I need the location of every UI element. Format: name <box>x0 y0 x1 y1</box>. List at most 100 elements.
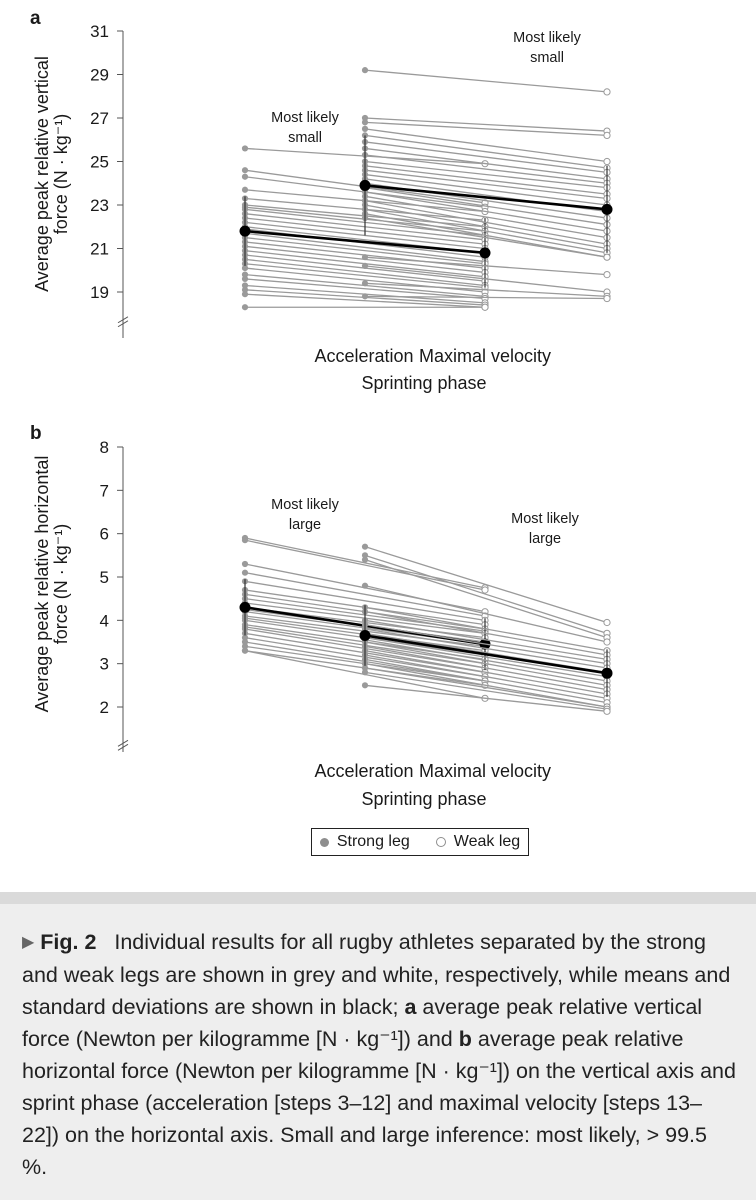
figure: a 19 21 23 25 27 29 31 Average peak relative ver… <box>30 8 613 856</box>
panel-a-group-0-athlete-line <box>244 258 486 287</box>
panel-a-group-1-strong-leg-point <box>361 293 369 300</box>
panel-b-group-1-athlete-line <box>364 624 608 665</box>
panel-a-group-1-athlete-line <box>364 204 608 250</box>
panel-b-group-0-athlete-line <box>244 580 486 621</box>
caption-label-b: b <box>458 1027 472 1051</box>
panel-b-group-0-annotation-line1: Most likely <box>271 497 339 513</box>
panel-a-group-1-athlete-line <box>364 147 608 180</box>
panel-b-group-1-mean-line <box>364 634 608 675</box>
strong-leg-marker-icon <box>319 837 329 847</box>
panel-b-group-0-strong-leg-point <box>241 569 249 576</box>
panel-b-group-1-annotation-line1: Most likely <box>511 511 579 527</box>
panel-b-x-axis-title: Sprinting phase <box>361 789 486 809</box>
panel-a-group-1-strong-leg-point <box>361 254 369 261</box>
panel-a-group-1-mean-strong-point <box>359 179 371 191</box>
panel-a-group-1-weak-leg-point <box>603 88 611 96</box>
panel-a-group-0-strong-leg-point <box>241 304 249 311</box>
panel-a-group-1-athlete-line <box>364 128 608 163</box>
panel-b-group-1-athlete-line <box>364 645 608 691</box>
panel-b-group-0-strong-leg-point <box>241 537 249 544</box>
panel-a-y-tick-label: 29 <box>90 66 109 85</box>
panel-b-group-1-athlete-line <box>364 663 608 708</box>
panel-a-axis-break <box>117 320 129 328</box>
legend: Strong leg Weak leg <box>311 828 529 856</box>
caption-marker-icon: ▶ <box>22 934 35 951</box>
panel-a-group-1-athlete-line <box>364 256 608 276</box>
panel-a-group-1-strong-leg-point <box>361 119 369 126</box>
panel-a-group-0-strong-leg-point <box>241 286 249 293</box>
panel-a-group-0-mean-line <box>244 229 486 255</box>
panel-a-group-0-athlete-line <box>244 293 486 308</box>
panel-b-group-0-strong-leg-point <box>241 643 249 650</box>
panel-a-group-1-athlete-line <box>364 191 608 232</box>
caption-text-1: Individual results for all rugby athlete… <box>22 930 731 1019</box>
panel-a-label: a <box>30 8 41 29</box>
panel-b-group-0-annotation-line2: large <box>289 517 321 533</box>
panel-a-group-1-mean-weak-point <box>601 203 613 215</box>
panel-b-group-0-category-label: Acceleration <box>314 761 413 781</box>
panel-b-group-1-athlete-line <box>364 559 608 639</box>
panel-a-y-axis-title-line1: Average peak relative vertical <box>32 56 52 292</box>
panel-a-group-1-athlete-line <box>364 165 608 195</box>
panel-a-group-1-athlete-line <box>364 195 608 239</box>
panel-b-group-1-athlete-line <box>364 637 608 678</box>
panel-a-group-0-athlete-line <box>244 236 486 265</box>
panel-a-group-0-mean-weak-point <box>479 247 491 259</box>
panel-a-group-0-strong-leg-point <box>241 275 249 283</box>
panel-a-group-0-athlete-line <box>244 278 486 300</box>
panel-b-group-1-mean-strong-point <box>359 630 371 641</box>
figure-caption: ▶ Fig. 2 Individual results for all rugb… <box>22 926 738 1183</box>
weak-leg-marker-icon <box>435 837 446 847</box>
panel-a-y-tick-label: 27 <box>90 109 109 128</box>
panel-b-group-1-mean-weak-point <box>601 667 613 679</box>
panel-b-group-0-mean-strong-point <box>239 601 251 613</box>
panel-a-axis-break <box>117 316 129 324</box>
panel-b-group-1-category-label: Maximal velocity <box>419 761 551 781</box>
panel-a-group-1-annotation-line2: small <box>530 50 564 66</box>
caption-box: ▶ Fig. 2 Individual results for all rugb… <box>0 904 756 1200</box>
panel-b-label: b <box>30 423 42 444</box>
panel-a-x-axis-title: Sprinting phase <box>361 373 486 393</box>
panel-b-group-1-athlete-line <box>364 619 608 660</box>
legend-weak-label: Weak leg <box>453 833 521 850</box>
panel-b-group-1-strong-leg-point <box>361 664 369 672</box>
panel-a-group-1-athlete-line <box>364 134 608 169</box>
legend-weak: Weak leg <box>435 833 521 851</box>
panel-b-group-1-strong-leg-point <box>361 582 369 589</box>
panel-a-group-1-strong-leg-point <box>361 280 369 287</box>
panel-a-group-0-annotation-line2: small <box>288 130 322 146</box>
panel-b-group-1-weak-leg-point <box>603 618 611 627</box>
panel-a-group-1-athlete-line <box>364 121 608 137</box>
panel-a-y-tick-label: 19 <box>90 283 109 302</box>
panel-a-group-0-strong-leg-point <box>241 167 249 174</box>
panel-b-group-1-athlete-line <box>364 671 608 710</box>
panel-a-group-1-athlete-line <box>364 186 608 226</box>
panel-b-group-1-weak-leg-point <box>603 638 611 646</box>
panel-a-group-0-athlete-line <box>244 263 486 289</box>
panel-a-group-1-strong-leg-point <box>361 262 369 269</box>
panel-b-group-1-athlete-line <box>364 650 608 695</box>
panel-b-group-1-athlete-line <box>364 606 608 652</box>
caption-text-2: average peak relative vertical force (Ne… <box>22 995 703 1051</box>
panel-b-group-1-athlete-line <box>364 658 608 704</box>
panel-a-group-1-mean-line <box>364 184 608 211</box>
panel-a-group-0-strong-leg-point <box>241 271 249 278</box>
panel-a-group-0-weak-leg-point <box>481 303 489 311</box>
panel-a-group-1-strong-leg-point <box>361 114 369 122</box>
panel-b-y-tick-label: 7 <box>100 481 109 500</box>
legend-strong-label: Strong leg <box>336 833 410 850</box>
panel-b-group-0-athlete-line <box>244 572 486 617</box>
panel-b-group-0-strong-leg-point <box>241 647 249 654</box>
panel-a-group-1-weak-leg-point <box>603 157 611 166</box>
panel-b-group-0-weak-leg-point <box>481 586 489 594</box>
panel-a-group-0-strong-leg-point <box>241 173 249 180</box>
caption-label-a: a <box>404 995 417 1019</box>
panel-a-group-1-athlete-line <box>364 282 608 297</box>
panel-a-group-1-athlete-line <box>364 117 608 132</box>
panel-b-group-1-athlete-line <box>364 546 608 624</box>
panel-a-group-1-athlete-line <box>364 213 608 258</box>
panel-a-group-1-weak-leg-point <box>603 131 611 139</box>
panel-a-group-1-athlete-line <box>364 295 608 300</box>
panel-a-group-0-athlete-line <box>244 232 486 263</box>
panel-b-group-1-weak-leg-point <box>603 707 611 715</box>
